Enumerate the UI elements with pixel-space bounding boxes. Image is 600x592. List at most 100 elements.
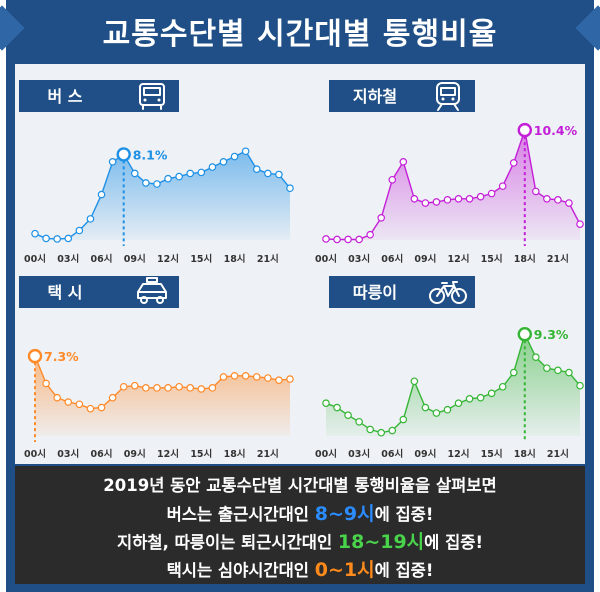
data-point (186, 384, 195, 392)
data-point (53, 393, 61, 402)
data-point (454, 194, 463, 203)
summary-line-1: 2019년 동안 교통수단별 시간대별 통행비율을 살펴보면 (103, 476, 497, 495)
x-tick-label: 03시 (57, 449, 79, 460)
data-point (197, 168, 206, 177)
data-point (130, 169, 139, 178)
data-point (554, 366, 562, 375)
data-point (219, 158, 228, 166)
subway-icon (436, 82, 460, 111)
data-point (487, 189, 496, 198)
x-tick-label: 21시 (547, 449, 569, 460)
data-point (252, 165, 261, 174)
bike-wheel (451, 288, 467, 304)
data-point (454, 399, 463, 407)
data-point (153, 384, 161, 392)
highlight-bus-time: 8~9시 (314, 503, 375, 525)
data-point (487, 389, 496, 398)
data-point (399, 415, 408, 424)
data-point (532, 353, 540, 362)
data-point (498, 382, 507, 391)
bus-body (139, 83, 165, 106)
summary-line-2: 버스는 출근시간대인 8~9시에 집중! (15, 499, 585, 526)
x-tick-label: 15시 (190, 449, 212, 460)
x-tick-label: 15시 (481, 254, 503, 265)
bike-wheel (429, 288, 445, 304)
data-point (355, 235, 363, 244)
data-point (108, 393, 117, 402)
summary-text: 택시는 심야시간대인 (166, 561, 315, 580)
data-point (53, 235, 61, 243)
data-point (465, 394, 474, 403)
data-point (388, 426, 397, 435)
train-leg (437, 103, 443, 111)
chart-title: 따릉이 (353, 283, 397, 302)
x-tick-label: 12시 (157, 449, 179, 460)
x-tick-label: 00시 (315, 254, 337, 265)
x-tick-label: 12시 (448, 254, 470, 265)
data-point (108, 158, 117, 166)
summary-text: 에 집중! (374, 505, 434, 524)
train-window (440, 87, 456, 96)
data-point (377, 428, 386, 437)
chart-0: 8.1% 00시 03시 06시 09시 12시 15시 18시 21시 버 스 (19, 80, 294, 265)
x-tick-label: 03시 (57, 254, 79, 265)
x-tick-label: 06시 (381, 449, 403, 460)
x-tick-label: 00시 (24, 254, 46, 265)
data-point (443, 405, 452, 414)
peak-label: 9.3% (534, 327, 569, 342)
x-tick-label: 18시 (224, 449, 246, 460)
taxi-wheel (156, 296, 164, 304)
summary-line-4: 택시는 심야시간대인 0~1시에 집중! (15, 555, 585, 582)
data-point (476, 393, 485, 402)
x-tick-label: 06시 (91, 449, 113, 460)
data-point (275, 376, 283, 384)
x-tick-label: 00시 (24, 449, 46, 460)
data-point (86, 404, 95, 413)
data-point (264, 169, 272, 178)
data-point (286, 375, 294, 383)
data-point (175, 172, 183, 181)
data-point (86, 215, 95, 223)
data-point (97, 190, 106, 199)
peak-point (517, 327, 532, 342)
area-fill (35, 356, 290, 436)
bus-light (143, 98, 147, 102)
data-point (186, 169, 195, 178)
data-point (388, 175, 397, 184)
summary-line-3: 지하철, 따릉이는 퇴근시간대인 18~19시에 집중! (15, 527, 585, 554)
data-point (197, 385, 206, 393)
data-point (322, 399, 330, 407)
area-fill (35, 151, 290, 240)
data-point (119, 382, 128, 391)
data-point (230, 152, 239, 161)
peak-point (517, 122, 532, 138)
data-point (377, 214, 386, 222)
x-tick-label: 15시 (190, 254, 212, 265)
data-point (230, 372, 239, 380)
data-point (333, 403, 341, 412)
bus-icon (139, 83, 165, 110)
data-point (576, 220, 584, 228)
data-point (64, 398, 73, 406)
data-point (344, 235, 352, 244)
data-point (565, 368, 573, 377)
data-point (421, 403, 430, 412)
data-point (543, 364, 551, 372)
data-point (421, 199, 430, 207)
summary-text: 버스는 출근시간대인 (166, 505, 315, 524)
peak-point (116, 147, 131, 162)
data-point (175, 382, 183, 391)
peak-label: 10.4% (534, 123, 578, 138)
train-light (441, 97, 445, 101)
summary-text: 에 집중! (424, 533, 483, 552)
data-point (333, 235, 341, 244)
x-tick-label: 06시 (91, 254, 113, 265)
highlight-taxi-time: 0~1시 (314, 559, 375, 581)
data-point (241, 147, 250, 156)
data-point (554, 196, 562, 204)
bus-light (157, 98, 161, 102)
data-point (344, 411, 352, 420)
data-point (142, 179, 150, 187)
chart-title: 택 시 (47, 283, 82, 302)
